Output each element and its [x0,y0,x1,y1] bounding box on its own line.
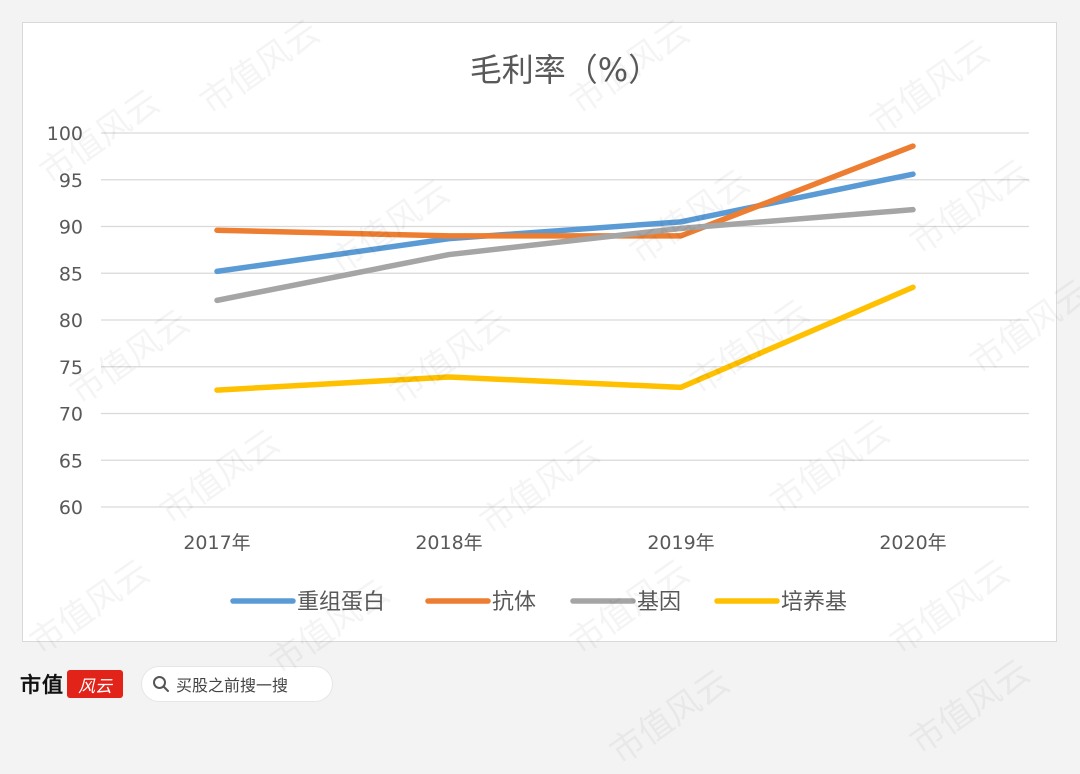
series-line-1 [214,171,916,275]
y-tick-label: 75 [59,357,83,379]
y-tick-label: 65 [59,450,83,472]
series-line-4 [214,284,916,393]
y-tick-label: 80 [59,310,83,332]
chart-card: 毛利率（%） 60 65 70 75 80 85 90 95 100 2017年 2018年 2019年… [22,22,1057,642]
search-placeholder: 买股之前搜一搜 [176,676,289,695]
x-tick-label: 2018年 [415,532,482,554]
footer-bar: 市值 风云 买股之前搜一搜 [0,650,1080,718]
legend-label: 培养基 [781,590,847,615]
x-tick-label: 2017年 [183,532,250,554]
legend-label: 抗体 [492,590,536,615]
search-icon [153,676,169,692]
x-tick-label: 2019年 [647,532,714,554]
brand[interactable]: 市值 风云 [20,668,123,700]
line-chart: 毛利率（%） 60 65 70 75 80 85 90 95 100 2017年 2018年 2019年… [47,51,1029,615]
y-tick-label: 100 [47,123,83,145]
brand-name: 市值 [20,673,64,697]
series-line-3 [214,206,916,304]
y-tick-label: 70 [59,404,83,426]
x-tick-label: 2020年 [879,532,946,554]
legend-label: 重组蛋白 [297,590,385,615]
y-tick-label: 60 [59,497,83,519]
series-line-2 [214,143,916,239]
search-bar[interactable]: 买股之前搜一搜 [142,667,332,701]
chart-title: 毛利率（%） [470,51,660,89]
brand-logo: 风云 [67,670,123,698]
y-tick-label: 95 [59,170,83,192]
legend-label: 基因 [637,590,681,615]
y-tick-label: 85 [59,263,83,285]
y-tick-label: 90 [59,217,83,239]
